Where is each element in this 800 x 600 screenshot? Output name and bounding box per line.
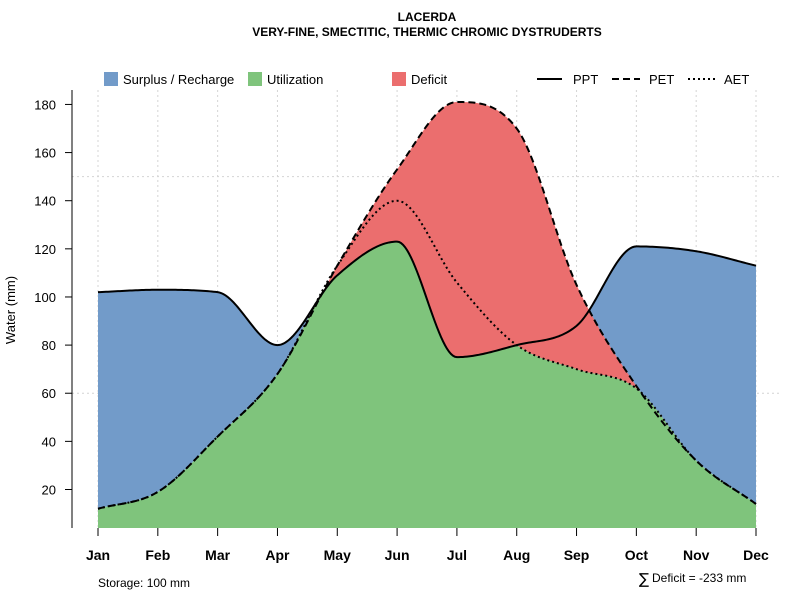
y-tick-label: 60 [42,386,56,401]
legend-label-ppt: PPT [573,72,598,87]
y-tick-label: 20 [42,482,56,497]
legend-label-utilization: Utilization [267,72,323,87]
y-tick-label: 80 [42,338,56,353]
x-tick-label: Dec [743,547,769,563]
x-tick-label: May [324,547,351,563]
x-tick-label: Sep [564,547,590,563]
y-axis: 20 40 60 80 100 120 140 160 180 [34,90,73,528]
y-tick-label: 40 [42,434,56,449]
deficit-total-note: Deficit = -233 mm [652,571,746,585]
sum-symbol: ∑ [639,570,649,588]
legend-label-aet: AET [724,72,749,87]
areas [98,102,756,528]
chart-subtitle: VERY-FINE, SMECTITIC, THERMIC CHROMIC DY… [252,25,602,39]
legend-label-surplus: Surplus / Recharge [123,72,234,87]
x-tick-label: Jan [86,547,110,563]
x-tick-label: Jun [385,547,410,563]
storage-note: Storage: 100 mm [98,576,190,590]
y-tick-label: 140 [34,194,56,209]
series-line-ppt [97,240,757,359]
chart-title: LACERDA [398,10,457,24]
utilization-area [98,241,756,528]
series-line-pet [97,101,757,510]
legend-swatch-utilization [248,72,262,86]
x-tick-label: Feb [145,547,170,563]
x-tick-label: Nov [683,547,710,563]
deficit-area [98,102,756,509]
x-tick-label: Jul [447,547,467,563]
series-lines [97,101,757,510]
y-tick-label: 120 [34,242,56,257]
legend-swatch-surplus [104,72,118,86]
x-tick-label: Apr [265,547,290,563]
legend-label-pet: PET [649,72,674,87]
legend-swatch-deficit [392,72,406,86]
x-tick-label: Mar [205,547,230,563]
x-tick-label: Oct [625,547,649,563]
series-line-aet [97,199,757,510]
y-axis-label: Water (mm) [3,276,18,344]
y-tick-label: 100 [34,290,56,305]
legend-label-deficit: Deficit [411,72,448,87]
y-tick-label: 160 [34,146,56,161]
x-axis: Jan Feb Mar Apr May Jun Jul Aug Sep Oct Nov Dec [86,528,769,563]
x-tick-label: Aug [503,547,530,563]
y-tick-label: 180 [34,97,56,112]
legend: Surplus / Recharge Utilization Deficit P… [104,72,749,87]
